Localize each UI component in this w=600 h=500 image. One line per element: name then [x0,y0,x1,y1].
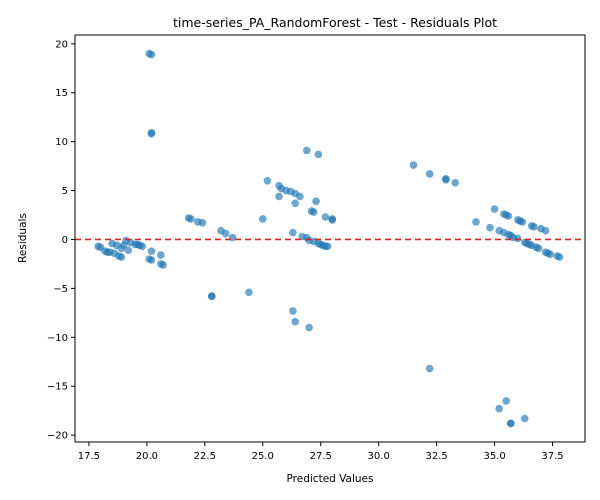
data-point-9 [117,253,126,261]
plot-background [75,35,585,442]
data-point-87 [514,234,522,243]
x-tick-label-6: 32.5 [426,451,448,462]
data-point-30 [187,215,195,223]
plot-area [75,35,585,442]
data-point-100 [541,226,550,235]
data-point-32 [198,219,207,227]
data-point-36 [221,229,230,238]
x-axis-label: Predicted Values [287,473,374,485]
x-tick-label-5: 30.0 [368,451,390,462]
data-point-22 [157,251,165,259]
data-point-40 [263,177,272,185]
y-tick-label-7: −15 [47,382,68,393]
data-point-110 [520,414,529,423]
y-tick-label-1: 15 [55,88,68,99]
y-tick-label-2: 10 [55,137,68,148]
data-point-71 [425,170,434,178]
data-point-98 [534,244,543,253]
data-point-43 [275,192,283,201]
data-point-73 [442,176,450,184]
data-point-34 [208,292,216,301]
data-point-70 [409,161,418,169]
data-point-96 [530,223,538,231]
data-point-69 [305,323,313,332]
data-point-103 [546,250,554,258]
data-point-38 [245,288,253,297]
y-tick-label-3: 5 [62,186,68,197]
data-point-21 [147,247,156,255]
data-point-90 [518,218,527,226]
x-tick-label-2: 22.5 [194,451,216,462]
data-point-68 [291,317,300,326]
x-tick-label-7: 35.0 [483,451,505,462]
data-point-105 [555,253,564,261]
data-point-55 [312,197,320,206]
x-tick-label-8: 37.5 [541,451,563,462]
x-tick-label-4: 27.5 [310,451,332,462]
data-point-67 [289,307,297,315]
data-point-61 [323,242,332,251]
data-point-75 [425,364,434,373]
chart-title: time-series_PA_RandomForest - Test - Res… [173,15,497,30]
data-point-13 [124,246,133,254]
y-tick-label-5: −5 [53,284,68,295]
data-point-66 [314,150,323,159]
data-point-28 [147,130,156,138]
plot-frame [74,34,586,443]
data-point-54 [310,208,318,216]
data-point-76 [472,218,480,226]
x-tick-label-3: 25.0 [252,451,274,462]
data-point-47 [291,199,300,208]
points-layer [94,49,564,428]
data-point-109 [507,419,515,428]
x-tick-label-1: 20.0 [136,451,158,462]
data-point-49 [289,228,297,237]
y-axis: 20 15 10 5 0 −5 −10 −15 −20 [47,39,75,442]
data-point-64 [328,216,337,224]
data-point-39 [259,215,267,223]
y-tick-label-0: 20 [55,39,68,50]
data-point-20 [147,256,156,264]
data-point-24 [159,261,167,269]
data-point-78 [490,205,499,213]
data-point-82 [504,212,513,220]
y-tick-label-4: 0 [62,235,68,246]
data-point-62 [321,213,330,221]
y-axis-label: Residuals [17,213,29,263]
y-tick-label-8: −20 [47,431,68,442]
data-point-106 [495,404,504,413]
data-point-77 [486,223,494,232]
y-tick-label-6: −10 [47,333,68,344]
data-point-65 [303,146,311,155]
data-point-18 [138,242,146,251]
x-tick-label-0: 17.5 [78,451,100,462]
x-axis: 17.5 20.0 22.5 25.0 27.5 30.0 32.5 35.0 37.5 [78,442,564,462]
data-point-48 [296,192,304,201]
data-point-107 [502,397,511,405]
data-point-26 [147,50,156,59]
data-point-74 [451,178,460,187]
